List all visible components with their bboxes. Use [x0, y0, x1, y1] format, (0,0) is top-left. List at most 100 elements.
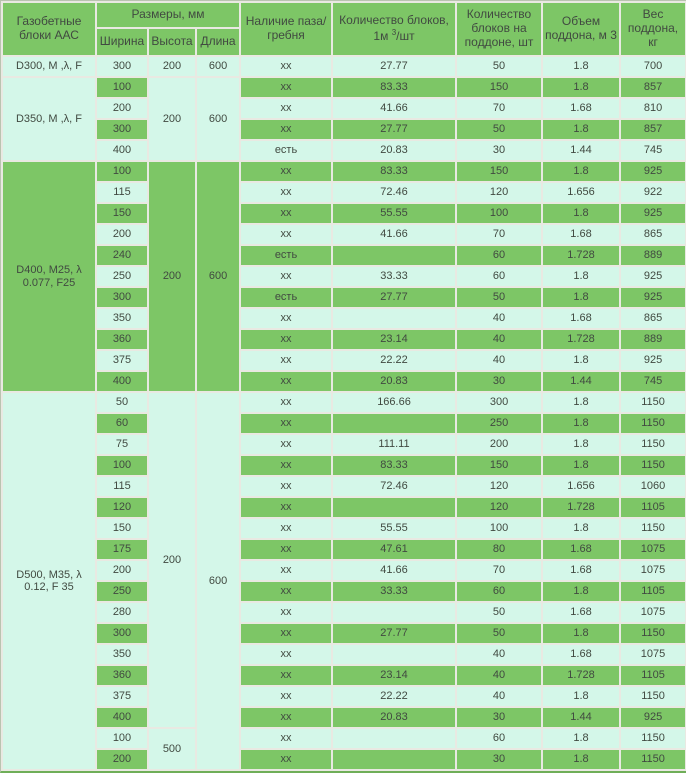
weight-cell: 1150 [621, 456, 686, 475]
qty-m3-cell: 41.66 [333, 561, 456, 580]
groove-cell: хх [241, 645, 332, 664]
header-height: Высота [149, 29, 195, 55]
qty-m3-cell: 22.22 [333, 351, 456, 370]
width-cell: 75 [97, 435, 147, 454]
table-row: D350, М ,λ, F 100 200 600 хх 83.33 150 1.8 857 [3, 78, 686, 160]
groove-cell: хх [241, 414, 332, 433]
weight-cell: 1150 [621, 435, 686, 454]
qty-m3-cell [333, 246, 456, 265]
volume-cell: 1.656 [543, 183, 620, 202]
qty-m3-cell [333, 645, 456, 664]
qty-pallet-cell: 40 [457, 330, 542, 349]
qty-pallet-cell: 80 [457, 540, 542, 559]
width-cell: 360 [97, 666, 147, 685]
volume-cell: 1.8 [543, 120, 620, 139]
weight-cell: 922 [621, 183, 686, 202]
width-cell: 60 [97, 414, 147, 433]
table-row: 150 хх 55.55 100 1.8 1150 [3, 519, 686, 538]
groove-cell: хх [241, 729, 332, 748]
width-cell: 400 [97, 372, 147, 391]
volume-cell: 1.68 [543, 603, 620, 622]
weight-cell: 889 [621, 246, 686, 265]
qty-m3-cell: 72.46 [333, 477, 456, 496]
qty-pallet-cell: 40 [457, 645, 542, 664]
table-row: 200 хх 41.66 70 1.68 810 [3, 99, 686, 118]
qty-pallet-cell: 40 [457, 351, 542, 370]
volume-cell: 1.8 [543, 519, 620, 538]
qty-m3-cell: 33.33 [333, 267, 456, 286]
length-cell: 600 [197, 162, 240, 391]
volume-cell: 1.8 [543, 624, 620, 643]
weight-cell: 1150 [621, 729, 686, 748]
groove-cell: хх [241, 435, 332, 454]
groove-cell: хх [241, 225, 332, 244]
groove-cell: хх [241, 78, 332, 97]
volume-cell: 1.8 [543, 393, 620, 412]
qty-m3-cell: 23.14 [333, 666, 456, 685]
groove-cell: хх [241, 603, 332, 622]
width-cell: 280 [97, 603, 147, 622]
volume-cell: 1.44 [543, 708, 620, 727]
table-row: 175 хх 47.61 80 1.68 1075 [3, 540, 686, 559]
groove-cell: хх [241, 561, 332, 580]
header-qty-per-m3-sup: 3 [391, 28, 397, 37]
table-row: 350 хх 40 1.68 1075 [3, 645, 686, 664]
header-pallet-volume: Объем поддона, м 3 [543, 3, 620, 55]
volume-cell: 1.68 [543, 561, 620, 580]
weight-cell: 700 [621, 57, 686, 76]
weight-cell: 889 [621, 330, 686, 349]
header-groove: Наличие паза/гребня [241, 3, 332, 55]
qty-pallet-cell: 40 [457, 309, 542, 328]
header-sizes-group: Размеры, мм [97, 3, 240, 27]
qty-m3-cell: 22.22 [333, 687, 456, 706]
qty-m3-cell [333, 750, 456, 769]
qty-m3-cell: 27.77 [333, 624, 456, 643]
table-row: D300, М ,λ, F 300 200 600 хх 27.77 50 1.8 700 [3, 57, 686, 76]
weight-cell: 925 [621, 204, 686, 223]
table-row: 150 хх 55.55 100 1.8 925 [3, 204, 686, 223]
qty-m3-cell: 72.46 [333, 183, 456, 202]
width-cell: 150 [97, 204, 147, 223]
qty-pallet-cell: 40 [457, 666, 542, 685]
qty-m3-cell [333, 498, 456, 517]
volume-cell: 1.8 [543, 78, 620, 97]
qty-pallet-cell: 70 [457, 99, 542, 118]
groove-cell: есть [241, 141, 332, 160]
groove-cell: хх [241, 498, 332, 517]
qty-m3-cell: 41.66 [333, 225, 456, 244]
weight-cell: 925 [621, 162, 686, 181]
volume-cell: 1.728 [543, 498, 620, 517]
volume-cell: 1.68 [543, 540, 620, 559]
qty-m3-cell: 166.66 [333, 393, 456, 412]
table-row: 350 хх 40 1.68 865 [3, 309, 686, 328]
weight-cell: 1150 [621, 519, 686, 538]
qty-m3-cell: 27.77 [333, 288, 456, 307]
groove-cell: хх [241, 582, 332, 601]
width-cell: 100 [97, 729, 147, 748]
table-row: 250 хх 33.33 60 1.8 925 [3, 267, 686, 286]
width-cell: 300 [97, 57, 147, 76]
groove-cell: хх [241, 393, 332, 412]
table-row: 300 хх 27.77 50 1.8 1150 [3, 624, 686, 643]
groove-cell: хх [241, 708, 332, 727]
qty-m3-cell [333, 414, 456, 433]
weight-cell: 925 [621, 351, 686, 370]
qty-m3-cell: 20.83 [333, 141, 456, 160]
header-blocks: Газобетные блоки ААС [3, 3, 95, 55]
table-row: 75 хх 111.11 200 1.8 1150 [3, 435, 686, 454]
table-row: D500, М35, λ 0.12, F 35 50 200 600 хх 166.66 3… [3, 393, 686, 769]
table-row: 300 есть 27.77 50 1.8 925 [3, 288, 686, 307]
table-row: 200 хх 30 1.8 1150 [3, 750, 686, 769]
qty-pallet-cell: 50 [457, 624, 542, 643]
qty-pallet-cell: 150 [457, 456, 542, 475]
groove-cell: есть [241, 246, 332, 265]
qty-m3-cell: 33.33 [333, 582, 456, 601]
volume-cell: 1.8 [543, 288, 620, 307]
width-cell: 175 [97, 540, 147, 559]
width-cell: 150 [97, 519, 147, 538]
width-cell: 120 [97, 498, 147, 517]
table-row: 120 хх 120 1.728 1105 [3, 498, 686, 517]
weight-cell: 925 [621, 708, 686, 727]
groove-cell: хх [241, 477, 332, 496]
qty-pallet-cell: 150 [457, 162, 542, 181]
